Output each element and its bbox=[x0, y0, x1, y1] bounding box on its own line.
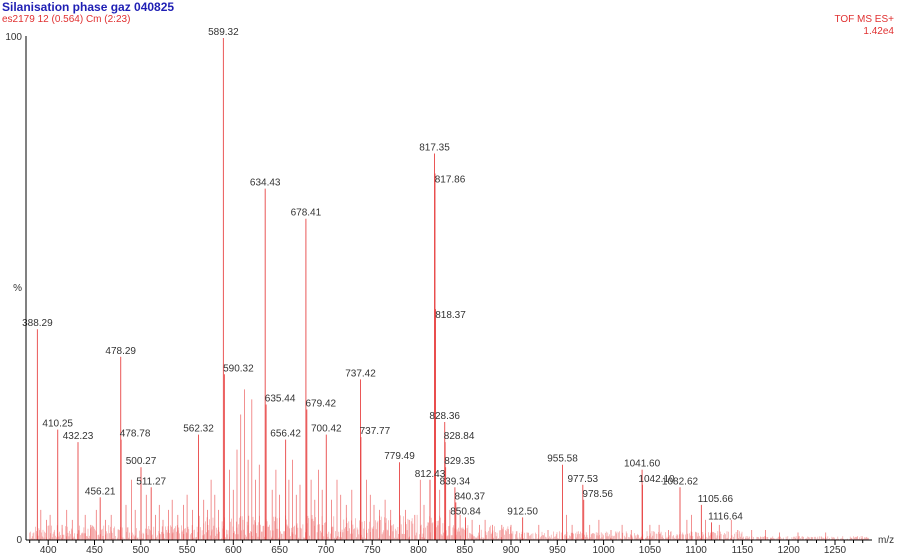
peak-label: 410.25 bbox=[42, 419, 73, 430]
peak-label: 679.42 bbox=[306, 399, 337, 410]
x-tick-label: 450 bbox=[86, 545, 103, 556]
peak-label: 678.41 bbox=[291, 208, 322, 219]
x-tick-label: 500 bbox=[132, 545, 149, 556]
x-tick-label: 800 bbox=[410, 545, 427, 556]
peak-label: 817.86 bbox=[435, 175, 466, 186]
peak-label: 737.42 bbox=[345, 368, 376, 379]
peak-label: 977.53 bbox=[568, 474, 599, 485]
peak-label: 829.35 bbox=[444, 456, 475, 467]
peak-label: 589.32 bbox=[208, 27, 239, 38]
peak-label: 1041.60 bbox=[624, 459, 661, 470]
x-tick-label: 700 bbox=[318, 545, 335, 556]
y-tick-label-100: 100 bbox=[5, 32, 22, 43]
spectrum-title: Silanisation phase gaz 040825 bbox=[2, 0, 175, 14]
peak-label: 828.84 bbox=[444, 431, 475, 442]
peak-label: 511.27 bbox=[136, 476, 166, 487]
x-tick-label: 550 bbox=[179, 545, 196, 556]
peak-label: 700.42 bbox=[311, 424, 342, 435]
peak-label: 388.29 bbox=[22, 318, 53, 329]
peak-label: 828.36 bbox=[429, 411, 460, 422]
peak-label: 634.43 bbox=[250, 178, 281, 189]
peak-label: 839.34 bbox=[440, 476, 471, 487]
peak-label: 850.84 bbox=[450, 506, 481, 517]
axes: 100 0 % m/z bbox=[5, 32, 894, 546]
x-tick-label: 650 bbox=[271, 545, 288, 556]
peak-label: 478.78 bbox=[120, 429, 151, 440]
x-tick-label: 1250 bbox=[824, 545, 847, 556]
x-tick-label: 900 bbox=[503, 545, 520, 556]
max-intensity: 1.42e4 bbox=[863, 26, 894, 37]
x-axis-unit: m/z bbox=[878, 535, 894, 546]
peak-label: 478.29 bbox=[105, 346, 136, 357]
peak-label: 1082.62 bbox=[662, 476, 699, 487]
peak-label: 840.37 bbox=[455, 491, 486, 502]
peak-label: 779.49 bbox=[384, 451, 415, 462]
peak-label: 978.56 bbox=[582, 489, 613, 500]
peak-label: 1116.64 bbox=[708, 511, 743, 522]
ionization-mode: TOF MS ES+ bbox=[834, 14, 894, 25]
labeled-peaks bbox=[36, 38, 712, 540]
x-tick-label: 1100 bbox=[685, 545, 707, 556]
minor-peaks bbox=[40, 389, 827, 540]
peak-label: 817.35 bbox=[419, 143, 450, 154]
y-tick-label-0: 0 bbox=[16, 535, 22, 546]
peak-label: 456.21 bbox=[85, 486, 116, 497]
x-tick-label: 850 bbox=[456, 545, 473, 556]
x-tick-label: 1150 bbox=[732, 545, 754, 556]
x-tick-label: 1200 bbox=[778, 545, 801, 556]
peak-label: 912.50 bbox=[507, 506, 538, 517]
x-tick-label: 600 bbox=[225, 545, 242, 556]
peak-label: 812.43 bbox=[415, 469, 446, 480]
scan-info: es2179 12 (0.564) Cm (2:23) bbox=[2, 14, 131, 25]
peak-label: 1042.10 bbox=[638, 474, 675, 485]
y-axis-unit: % bbox=[13, 283, 22, 294]
peak-label: 590.32 bbox=[223, 363, 254, 374]
peak-label: 818.37 bbox=[435, 310, 466, 321]
peak-label: 432.23 bbox=[63, 431, 94, 442]
x-tick-label: 400 bbox=[40, 545, 57, 556]
x-ticks: 400 450 500 550 600 650 700 750 800 850 900 950 1000… bbox=[29, 540, 864, 556]
x-tick-label: 950 bbox=[549, 545, 566, 556]
peak-label: 1105.66 bbox=[698, 494, 734, 505]
x-tick-label: 750 bbox=[364, 545, 381, 556]
x-tick-label: 1000 bbox=[592, 545, 615, 556]
peak-label: 562.32 bbox=[183, 424, 214, 435]
peak-label: 737.77 bbox=[360, 426, 391, 437]
peak-label: 500.27 bbox=[126, 456, 157, 467]
peak-label: 656.42 bbox=[270, 429, 301, 440]
x-tick-label: 1050 bbox=[639, 545, 662, 556]
peak-label: 635.44 bbox=[265, 394, 296, 405]
peak-label: 955.58 bbox=[547, 454, 578, 465]
